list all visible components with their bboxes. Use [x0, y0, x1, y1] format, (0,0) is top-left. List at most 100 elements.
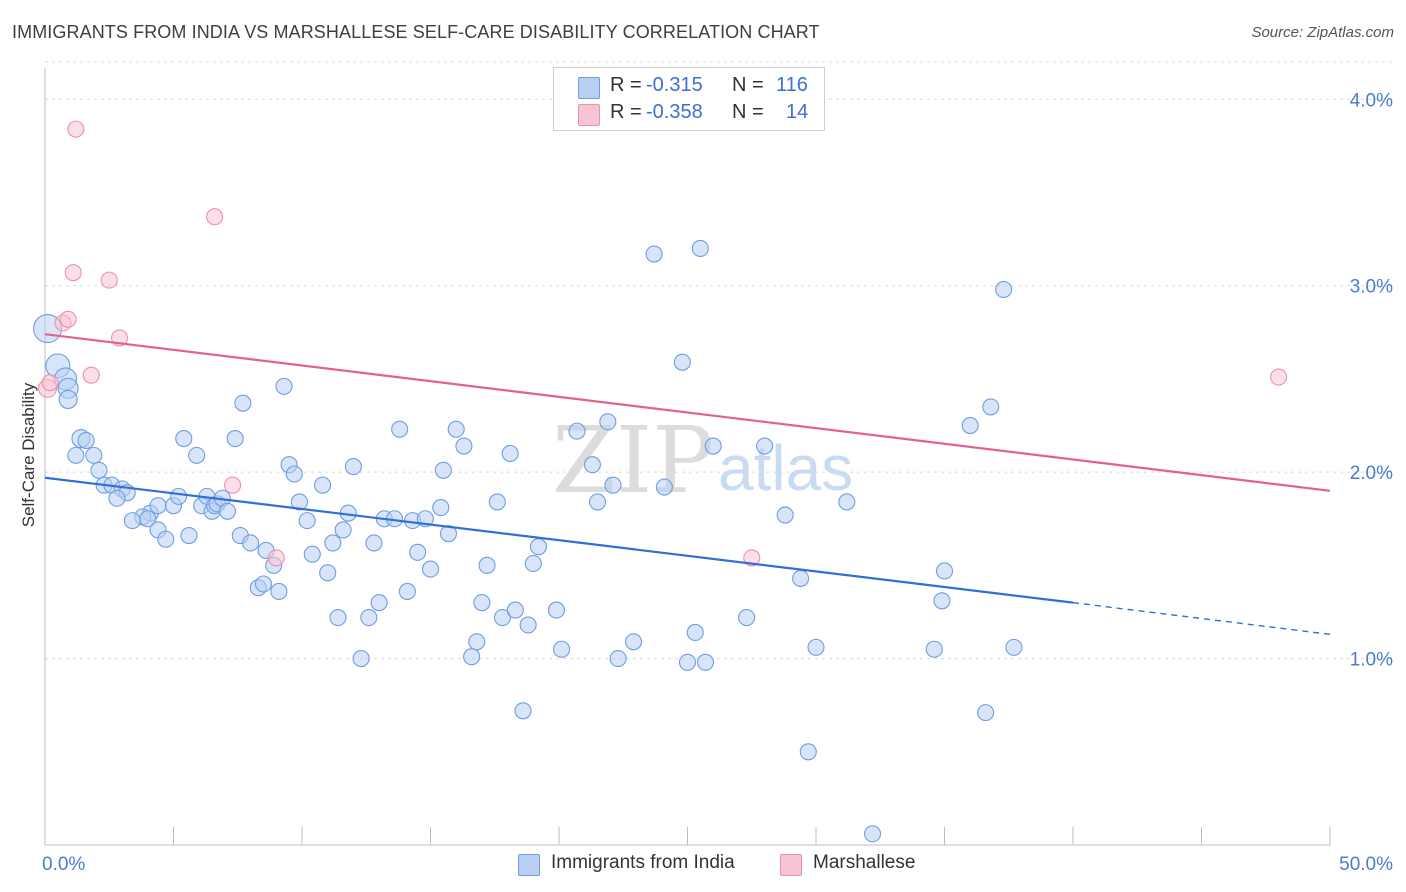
data-point-india — [799, 743, 817, 761]
series-marshallese — [38, 120, 1288, 567]
trend-line-marshallese — [44, 333, 1331, 492]
watermark-atlas: atlas — [718, 432, 853, 504]
data-point-india — [807, 638, 825, 656]
data-point-india — [645, 245, 663, 263]
data-point-india — [524, 554, 542, 573]
data-point-india — [226, 430, 244, 448]
chart-title: IMMIGRANTS FROM INDIA VS MARSHALLESE SEL… — [12, 22, 820, 42]
data-point-india — [738, 609, 756, 627]
data-point-india — [568, 422, 586, 440]
data-point-india — [285, 465, 303, 483]
data-point-india — [329, 609, 347, 627]
data-point-marshallese — [224, 476, 242, 494]
data-point-india — [519, 616, 537, 634]
data-point-india — [170, 487, 188, 505]
data-point-india — [468, 633, 486, 651]
legend-r-label: R = — [610, 101, 642, 123]
data-point-india — [961, 416, 979, 435]
legend-n-value: 116 — [776, 74, 808, 96]
data-point-india — [234, 394, 252, 412]
data-point-india — [360, 609, 378, 627]
data-point-india — [254, 575, 273, 593]
data-point-india — [473, 594, 491, 612]
data-point-marshallese — [206, 208, 224, 226]
data-point-india — [175, 430, 193, 448]
data-point-india — [792, 569, 810, 587]
data-point-india — [180, 526, 198, 545]
data-point-india — [275, 377, 293, 395]
data-point-india — [344, 457, 362, 476]
trend-line-india — [44, 476, 1074, 604]
data-point-india — [270, 582, 288, 601]
data-point-india — [409, 543, 427, 561]
tick-labels: 1.0% 2.0% 3.0% 4.0% 0.0% 50.0% — [42, 90, 1393, 875]
data-point-india — [370, 594, 388, 612]
data-point-india — [421, 560, 440, 578]
data-point-india — [455, 437, 473, 455]
bottom-legend-swatch-pink — [780, 854, 802, 876]
x-tick-label: 50.0% — [1339, 854, 1393, 875]
legend-n-label: N = — [732, 101, 764, 123]
data-point-india — [67, 446, 85, 464]
data-point-india — [982, 398, 1000, 416]
data-point-india — [398, 582, 416, 601]
data-point-india — [1005, 638, 1023, 656]
data-point-india — [365, 534, 383, 552]
series-immigrants-from-india — [33, 239, 1023, 843]
data-point-marshallese — [82, 366, 100, 384]
data-point-marshallese — [67, 120, 85, 138]
data-point-india — [686, 623, 704, 642]
legend-row-marshallese: R = -0.358 N = 14 — [554, 101, 822, 127]
y-tick-label: 4.0% — [1350, 90, 1393, 111]
data-point-india — [933, 592, 951, 610]
data-point-india — [447, 420, 465, 438]
data-point-india — [298, 512, 316, 530]
data-point-india — [678, 653, 697, 671]
data-point-marshallese — [1270, 368, 1288, 386]
correlation-legend: R = -0.315 N = 116 R = -0.358 N = 14 — [553, 67, 825, 131]
data-point-india — [324, 534, 342, 552]
data-point-marshallese — [743, 549, 761, 567]
legend-r-label: R = — [610, 74, 642, 96]
y-tick-label: 1.0% — [1350, 650, 1393, 671]
data-point-india — [303, 545, 321, 563]
data-point-india — [838, 493, 856, 511]
data-point-india — [704, 437, 722, 455]
data-point-india — [501, 444, 519, 463]
data-point-india — [599, 413, 617, 431]
data-point-india — [334, 521, 352, 539]
legend-r-value: -0.358 — [646, 101, 703, 123]
data-point-india — [506, 601, 524, 619]
data-point-marshallese — [64, 264, 82, 282]
data-point-india — [604, 476, 622, 494]
legend-swatch-blue — [578, 77, 600, 99]
data-point-india — [655, 478, 673, 496]
data-point-india — [314, 476, 332, 494]
data-point-india — [90, 461, 108, 479]
data-point-india — [58, 389, 78, 409]
data-point-india — [218, 502, 237, 520]
data-point-india — [149, 497, 167, 515]
data-point-india — [391, 420, 409, 438]
data-point-india — [493, 609, 512, 627]
data-point-india — [432, 499, 450, 517]
data-point-india — [673, 353, 691, 371]
data-point-india — [242, 534, 260, 552]
trend-lines — [44, 333, 1331, 636]
data-point-india — [157, 530, 175, 548]
legend-n-label: N = — [732, 74, 764, 96]
data-point-india — [123, 512, 141, 530]
data-point-india — [85, 446, 103, 464]
data-point-india — [434, 461, 452, 479]
data-point-india — [188, 446, 206, 464]
legend-swatch-pink — [578, 104, 600, 126]
data-point-india — [529, 538, 547, 556]
data-point-india — [696, 653, 715, 671]
data-point-india — [756, 437, 774, 455]
data-point-marshallese — [41, 374, 59, 392]
data-point-india — [514, 702, 532, 720]
data-point-india — [553, 640, 571, 658]
legend-row-india: R = -0.315 N = 116 — [554, 74, 822, 100]
data-point-india — [583, 456, 601, 474]
